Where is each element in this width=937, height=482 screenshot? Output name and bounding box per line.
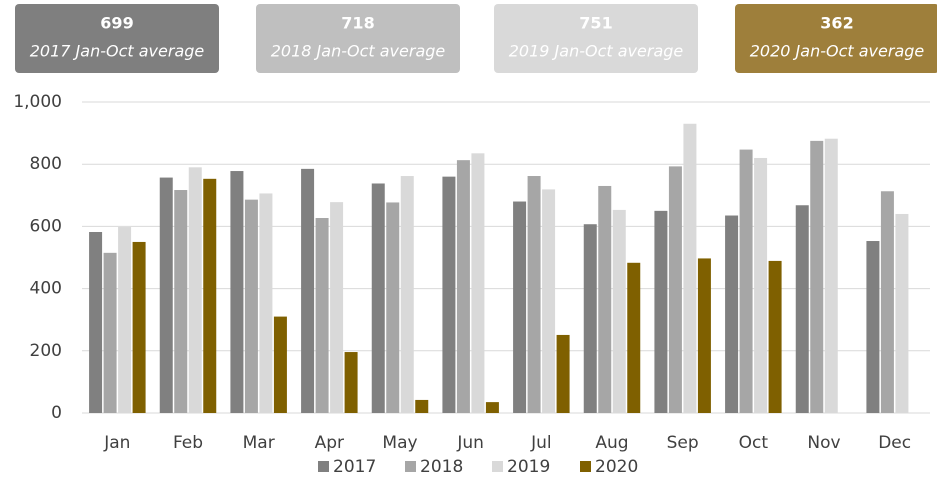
bar	[386, 202, 400, 413]
x-tick-label: Jan	[103, 433, 130, 453]
legend-label: 2019	[507, 457, 550, 477]
legend-swatch	[405, 461, 416, 472]
summary-box	[735, 4, 937, 73]
bar	[880, 191, 894, 413]
bar	[273, 316, 287, 413]
bar	[188, 167, 202, 413]
bar	[697, 258, 711, 413]
bar	[371, 183, 385, 413]
bar	[598, 185, 612, 413]
bar	[259, 193, 273, 413]
bar	[795, 205, 809, 413]
summary-value: 699	[100, 14, 133, 33]
bar	[485, 402, 499, 413]
legend-swatch	[580, 461, 591, 472]
summary-label: 2020 Jan-Oct average	[750, 42, 925, 61]
bar	[230, 171, 244, 413]
summary-box	[15, 4, 219, 73]
bar	[442, 176, 456, 413]
summary-label: 2017 Jan-Oct average	[30, 42, 205, 61]
y-tick-label: 1,000	[13, 92, 62, 112]
legend-swatch	[318, 461, 329, 472]
bar	[754, 157, 768, 413]
bar	[527, 176, 541, 413]
bar	[400, 176, 414, 413]
x-tick-label: Jul	[530, 433, 552, 453]
x-tick-label: Sep	[667, 433, 699, 453]
bar	[768, 260, 782, 413]
bar	[456, 160, 470, 413]
summary-box	[256, 4, 460, 73]
summary-value: 718	[341, 14, 374, 33]
bar	[132, 241, 146, 413]
x-tick-label: Mar	[243, 433, 275, 453]
summary-value: 362	[820, 14, 853, 33]
legend-label: 2017	[333, 457, 376, 477]
x-tick-label: Nov	[807, 433, 840, 453]
bar	[203, 178, 217, 413]
bar	[824, 138, 838, 413]
bar	[415, 399, 429, 413]
x-tick-label: May	[382, 433, 417, 453]
bar	[583, 224, 597, 413]
bar	[103, 252, 117, 413]
bar	[330, 202, 344, 413]
x-tick-label: Apr	[315, 433, 344, 453]
legend-label: 2020	[595, 457, 638, 477]
x-tick-label: Dec	[878, 433, 911, 453]
summary-label: 2018 Jan-Oct average	[271, 42, 446, 61]
legend-label: 2018	[420, 457, 463, 477]
bar	[513, 201, 527, 413]
bar	[556, 334, 570, 413]
bar	[895, 213, 909, 413]
legend-swatch	[492, 461, 503, 472]
bar	[627, 262, 641, 413]
bar	[471, 153, 485, 413]
bar	[315, 218, 329, 413]
bar	[344, 352, 358, 413]
bar	[683, 123, 697, 414]
x-tick-label: Oct	[739, 433, 769, 453]
bar	[89, 231, 103, 413]
bar	[810, 140, 824, 413]
y-tick-label: 0	[51, 403, 62, 423]
bar	[244, 199, 258, 413]
x-tick-label: Aug	[595, 433, 628, 453]
x-tick-label: Jun	[456, 433, 484, 453]
y-tick-label: 800	[30, 154, 62, 174]
bar	[739, 149, 753, 413]
y-tick-label: 400	[30, 279, 62, 299]
bar	[118, 227, 132, 413]
bar	[654, 210, 668, 413]
bar	[159, 177, 173, 413]
bar	[668, 166, 682, 413]
bar	[612, 209, 626, 413]
bar	[301, 168, 315, 413]
bar	[542, 189, 556, 413]
summary-box	[494, 4, 698, 73]
bar	[866, 241, 880, 413]
x-tick-label: Feb	[173, 433, 203, 453]
summary-value: 751	[579, 14, 612, 33]
bar	[725, 215, 739, 413]
bar	[174, 190, 188, 413]
summary-label: 2019 Jan-Oct average	[509, 42, 684, 61]
y-tick-label: 200	[30, 341, 62, 361]
y-tick-label: 600	[30, 216, 62, 236]
